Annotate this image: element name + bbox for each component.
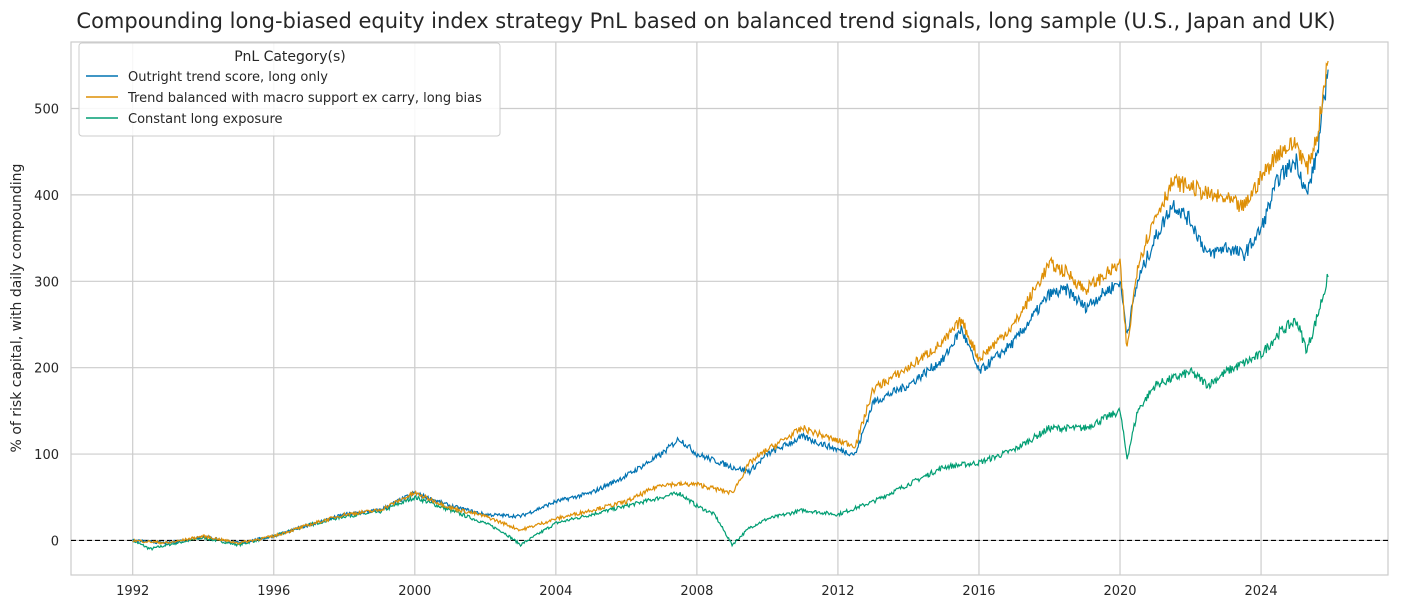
series-line-2 (132, 273, 1329, 552)
y-tick-label: 400 (34, 189, 59, 204)
legend-title: PnL Category(s) (234, 49, 346, 65)
y-axis-label: % of risk capital, with daily compoundin… (9, 164, 25, 453)
legend-label: Constant long exposure (128, 112, 283, 127)
chart-title: Compounding long-biased equity index str… (76, 9, 1335, 33)
series-line-1 (132, 60, 1329, 546)
x-tick-label: 2004 (539, 584, 572, 599)
y-tick-label: 500 (34, 103, 59, 118)
x-tick-label: 2020 (1103, 584, 1136, 599)
x-tick-label: 2016 (962, 584, 995, 599)
x-tick-label: 1996 (257, 584, 290, 599)
legend-box (78, 42, 501, 137)
legend-label: Outright trend score, long only (128, 70, 328, 85)
x-tick-label: 1992 (116, 584, 149, 599)
y-tick-label: 100 (34, 448, 59, 463)
x-tick-label: 2024 (1245, 584, 1278, 599)
x-tick-label: 2008 (680, 584, 713, 599)
y-tick-label: 300 (34, 275, 59, 290)
legend-label: Trend balanced with macro support ex car… (127, 91, 482, 106)
x-tick-label: 2000 (398, 584, 431, 599)
y-tick-label: 200 (34, 362, 59, 377)
y-tick-label: 0 (51, 534, 59, 549)
x-tick-label: 2012 (821, 584, 854, 599)
legend: PnL Category(s) Outright trend score, lo… (78, 42, 501, 137)
